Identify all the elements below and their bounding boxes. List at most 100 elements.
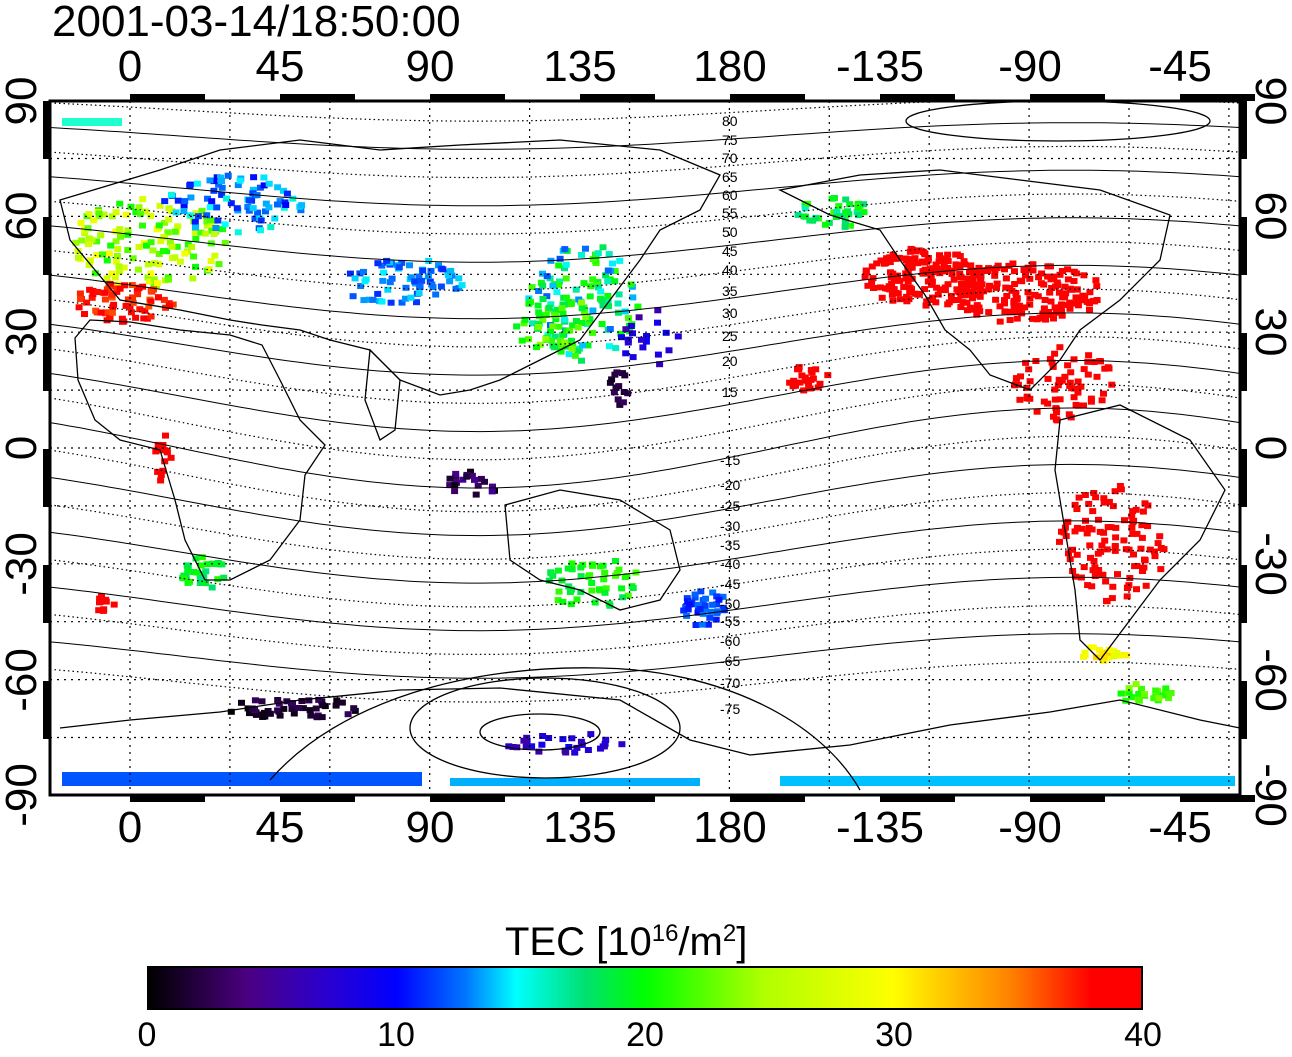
frame-tick-bottom xyxy=(880,795,955,802)
tec-cell xyxy=(1104,364,1112,371)
tec-cell xyxy=(234,229,242,236)
tec-cell xyxy=(873,260,881,267)
tec-cell xyxy=(1001,308,1009,315)
tec-cell xyxy=(276,712,284,719)
tec-cell xyxy=(147,287,155,294)
tec-cell xyxy=(902,270,910,277)
tec-cell xyxy=(868,263,876,270)
tec-cell xyxy=(1051,304,1059,311)
tec-cell xyxy=(539,270,546,277)
tec-cell xyxy=(944,301,952,308)
frame-tick-left xyxy=(43,217,50,275)
tec-cell xyxy=(578,320,585,326)
tec-cell xyxy=(1093,373,1101,380)
tec-cell xyxy=(686,601,694,608)
tec-cell xyxy=(172,209,180,216)
tec-cell xyxy=(1103,546,1111,553)
tec-cell xyxy=(256,184,264,191)
tec-cell xyxy=(452,470,460,477)
tec-cell xyxy=(586,316,594,323)
tec-cell xyxy=(965,277,973,284)
tec-cell xyxy=(932,261,940,268)
tec-cell xyxy=(698,621,706,628)
tec-cell xyxy=(143,315,151,322)
tec-band-north xyxy=(62,118,122,126)
magnetic-contour xyxy=(50,633,1240,679)
tec-cell xyxy=(159,248,167,254)
tec-cell xyxy=(1084,371,1092,378)
tec-cell xyxy=(168,243,176,250)
tec-cell xyxy=(948,297,956,304)
tec-cell xyxy=(147,212,155,219)
tec-cell xyxy=(1126,575,1134,581)
tec-cell xyxy=(568,566,576,573)
tec-cell xyxy=(1125,689,1133,696)
tec-cell xyxy=(1096,528,1104,535)
tec-cell xyxy=(1016,277,1024,284)
tec-cell xyxy=(602,736,610,743)
tec-cell xyxy=(1035,274,1043,281)
tec-cell xyxy=(455,275,463,282)
tec-cell xyxy=(1073,524,1081,531)
tec-cell xyxy=(619,399,627,406)
tec-cell xyxy=(407,294,415,301)
tec-cell xyxy=(217,174,225,181)
tec-cell xyxy=(589,329,596,336)
tec-cell xyxy=(709,589,717,596)
colorbar-title-close: ] xyxy=(736,920,748,964)
tec-cell xyxy=(554,597,562,604)
tec-cell xyxy=(584,342,592,349)
tec-cell xyxy=(842,209,850,216)
tec-cell xyxy=(439,266,447,273)
frame-tick-right xyxy=(1240,681,1247,739)
tec-cell xyxy=(110,301,118,308)
tec-cell xyxy=(963,299,971,306)
tec-cell xyxy=(587,283,595,290)
tec-cell xyxy=(254,209,262,216)
tec-cell xyxy=(539,317,547,323)
tec-cell xyxy=(1102,578,1110,585)
tec-cell xyxy=(1100,390,1107,397)
tec-cell xyxy=(956,253,964,259)
tec-cell xyxy=(101,289,109,296)
tec-cell xyxy=(928,281,935,288)
tec-cell xyxy=(298,698,306,704)
tec-cell xyxy=(608,376,616,383)
tec-cell xyxy=(134,291,142,298)
tec-cell xyxy=(612,572,619,579)
tec-cell xyxy=(307,712,315,719)
tec-cell xyxy=(975,281,983,288)
tec-cell xyxy=(824,372,832,379)
tec-cell xyxy=(715,596,723,603)
tec-cell xyxy=(629,585,637,591)
tec-cell xyxy=(1078,297,1086,304)
tec-cell xyxy=(406,262,413,269)
tec-cell xyxy=(1040,398,1048,405)
magnetic-contour xyxy=(50,407,1240,489)
tec-cell xyxy=(161,219,168,226)
tec-cell xyxy=(122,302,130,309)
tec-cell xyxy=(160,234,168,241)
magnetic-contour xyxy=(50,548,1240,608)
frame-tick-top xyxy=(1180,94,1255,101)
tec-cell xyxy=(1111,545,1119,551)
tec-cell xyxy=(582,245,589,252)
tec-cell xyxy=(126,303,134,310)
tec-cell xyxy=(1064,266,1072,273)
tec-cell xyxy=(192,555,200,562)
tec-cell xyxy=(212,225,220,231)
tec-cell xyxy=(896,277,904,284)
tec-cell xyxy=(606,602,614,609)
frame-tick-right xyxy=(1240,101,1247,159)
tec-cell xyxy=(1074,302,1082,309)
magnetic-contour xyxy=(50,336,1240,404)
tec-cell xyxy=(605,343,613,350)
tec-cell xyxy=(535,309,543,316)
frame-ticks xyxy=(43,94,1255,802)
tec-cell xyxy=(156,202,164,209)
tec-cell xyxy=(271,215,279,222)
tec-cell xyxy=(985,309,993,316)
tec-cell xyxy=(543,273,551,280)
tec-cell xyxy=(164,229,172,236)
tec-cell xyxy=(553,306,561,313)
